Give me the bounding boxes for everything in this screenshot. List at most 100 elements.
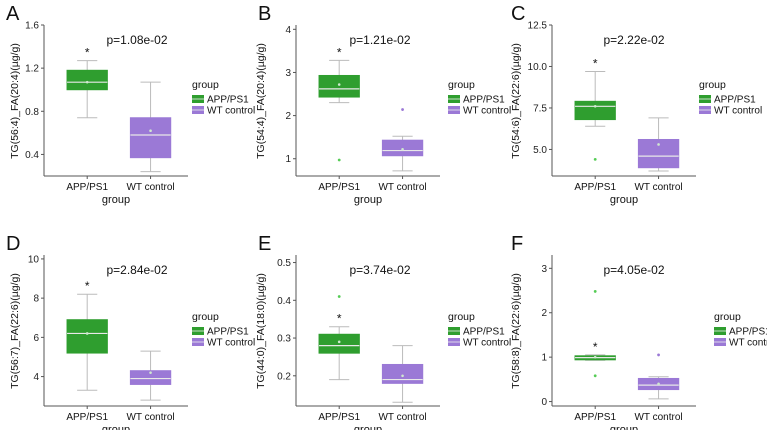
mean-point [85,332,89,335]
y-tick-label: 1.2 [25,64,39,75]
legend-title: group [448,79,475,91]
box-body [381,363,424,384]
box-app-ps1: * [574,290,616,378]
legend-item-label: APP/PS1 [463,327,505,338]
panel-label: B [258,3,271,25]
x-axis-label: group [354,194,382,206]
outlier-point [337,295,341,298]
mean-point [657,382,660,386]
y-tick-label: 3 [541,264,547,275]
significance-star: * [337,45,342,59]
x-tick-label: APP/PS1 [574,412,616,423]
x-tick-label: WT control [634,412,682,423]
panel-d: D 4 6 8 10 p=2.84e-02 TG(56:7)_FA(22:6)(µg/g) A… [6,233,255,430]
legend-item-label: APP/PS1 [463,95,505,106]
box-body [574,100,616,121]
box-wt-control [381,108,424,172]
box-body [318,333,360,354]
x-axis-label: group [610,194,638,206]
x-tick-label: APP/PS1 [318,182,360,193]
x-tick-label: APP/PS1 [66,182,108,193]
y-tick-label: 0.5 [277,258,291,269]
legend-title: group [192,311,219,323]
y-tick-label: 1 [541,353,547,364]
legend-item-label: APP/PS1 [207,95,249,106]
box-app-ps1: * [66,46,108,119]
y-axis-label: TG(58:8)_FA(22:6)(µg/g) [510,273,522,389]
y-tick-label: 10 [28,254,40,265]
y-tick-label: 5.0 [533,145,547,156]
legend-item-label: WT control [729,338,767,349]
x-tick-label: APP/PS1 [66,412,108,423]
legend-item-label: WT control [207,338,255,349]
mean-point [149,371,152,374]
box-body [66,319,108,354]
box-body [129,117,172,159]
legend-item-label: WT control [714,106,762,117]
outlier-point [401,108,404,111]
significance-star: * [593,340,598,354]
legend-item-label: APP/PS1 [729,327,767,338]
panel-e: E 0.2 0.3 0.4 0.5 p=3.74e-02 TG(44:0)_FA(18:0)… [255,233,511,430]
box-wt-control [129,81,172,173]
panel-title: p=2.84e-02 [106,263,167,277]
mean-point [337,83,341,86]
mean-point [149,129,152,132]
box-wt-control [381,345,424,403]
panel-title: p=4.05e-02 [603,263,664,277]
box-app-ps1: * [318,295,360,381]
legend-title: group [192,79,219,91]
x-axis-label: group [610,424,638,430]
x-axis-label: group [102,424,130,430]
y-tick-label: 10.0 [528,62,548,73]
panel-title: p=3.74e-02 [349,263,410,277]
box-body [129,370,172,385]
x-tick-label: APP/PS1 [318,412,360,423]
y-tick-label: 0.3 [277,334,291,345]
panel-label: A [6,3,20,25]
mean-point [401,147,404,151]
y-axis-label: TG(44:0)_FA(18:0)(µg/g) [255,273,267,389]
mean-point [593,355,597,359]
mean-point [657,143,660,146]
outlier-point [593,290,597,293]
y-tick-label: 6 [33,333,39,344]
x-tick-label: WT control [126,412,174,423]
x-tick-label: APP/PS1 [574,182,616,193]
y-tick-label: 1 [285,154,291,165]
panel-a: A 0.4 0.8 1.2 1.6 p=1.08e-02 TG(56:4)_FA(20:4)… [6,3,255,206]
y-axis-label: TG(54:6)_FA(22:6)(µg/g) [510,43,522,159]
x-axis-label: group [102,194,130,206]
y-axis-label: TG(56:4)_FA(20:4)(µg/g) [9,43,21,159]
y-tick-label: 0.4 [25,150,39,161]
panel-b: B 1 2 3 4 p=1.21e-02 TG(54:4)_FA(20:4)(µg/g) AP… [255,3,511,206]
significance-star: * [85,279,90,293]
panel-title: p=2.22e-02 [603,33,664,47]
mean-point [85,80,89,84]
y-axis-label: TG(54:4)_FA(20:4)(µg/g) [255,43,267,159]
box-app-ps1: * [574,56,616,161]
y-tick-label: 1.6 [25,21,39,32]
panel-label: E [258,233,271,255]
panel-f: F 0 1 2 3 p=4.05e-02 TG(58:8)_FA(22:6)(µg/g) AP… [510,233,767,430]
legend-item-label: APP/PS1 [714,95,756,106]
y-tick-label: 0.2 [277,371,291,382]
y-tick-label: 0.4 [277,296,291,307]
x-tick-label: WT control [378,182,426,193]
outlier-point [593,374,597,378]
outlier-point [337,158,341,162]
legend-item-label: WT control [463,338,511,349]
outlier-point [593,158,597,161]
box-wt-control [637,353,680,400]
legend-item-label: WT control [463,106,511,117]
y-tick-label: 4 [285,25,291,36]
y-tick-label: 8 [33,294,39,305]
y-axis-label: TG(56:7)_FA(22:6)(µg/g) [9,273,21,389]
legend-item-label: APP/PS1 [207,327,249,338]
